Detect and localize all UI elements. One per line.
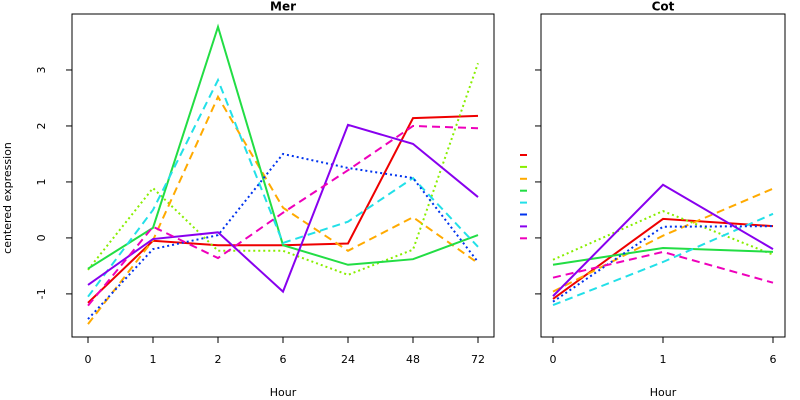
y-tick-label: 0 xyxy=(35,234,48,241)
y-axis-label: centered expression xyxy=(1,142,14,254)
series-line xyxy=(87,114,479,304)
series-line xyxy=(87,123,479,294)
x-tick-label: 48 xyxy=(406,353,420,366)
x-tick-label: 1 xyxy=(660,353,667,366)
y-tick-label: 3 xyxy=(35,66,48,73)
series-line xyxy=(552,225,774,303)
x-tick-label: 1 xyxy=(150,353,157,366)
x-tick-label: 6 xyxy=(280,353,287,366)
x-tick-label: 6 xyxy=(770,353,777,366)
chart-title: Cot xyxy=(652,0,675,14)
x-axis-label: Hour xyxy=(270,386,297,399)
x-tick-label: 72 xyxy=(471,353,485,366)
plot-frame xyxy=(71,13,495,338)
series-line xyxy=(87,77,479,298)
y-tick-label: 1 xyxy=(35,178,48,185)
series-line xyxy=(87,23,479,270)
series-line xyxy=(552,183,774,297)
chart-title: Mer xyxy=(270,0,296,14)
y-tick-label: -1 xyxy=(35,288,48,299)
x-tick-label: 0 xyxy=(550,353,557,366)
x-tick-label: 0 xyxy=(85,353,92,366)
series-line xyxy=(552,250,774,284)
y-tick-label: 2 xyxy=(35,122,48,129)
plot-frame xyxy=(540,13,786,338)
series-line xyxy=(87,124,479,307)
series-line xyxy=(552,209,774,261)
series-line xyxy=(87,152,479,320)
series-line xyxy=(552,187,774,293)
x-tick-label: 2 xyxy=(215,353,222,366)
x-tick-label: 24 xyxy=(341,353,355,366)
series-line xyxy=(552,212,774,307)
x-axis-label: Hour xyxy=(650,386,677,399)
